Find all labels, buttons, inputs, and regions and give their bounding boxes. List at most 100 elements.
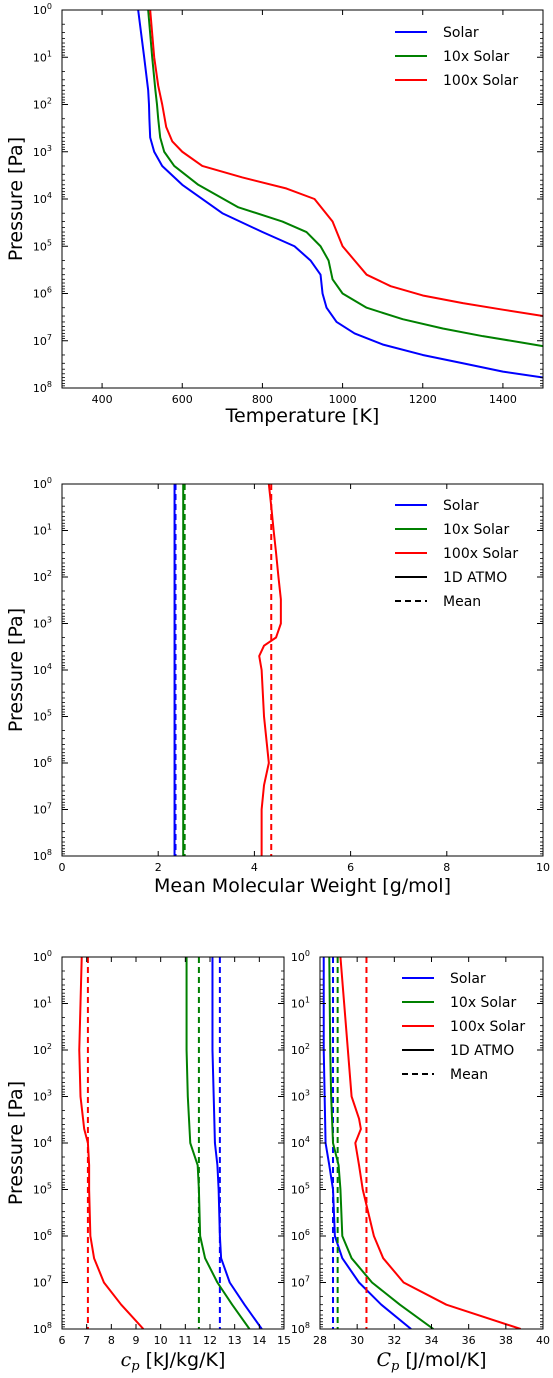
x-tick-label: 8	[443, 861, 450, 874]
x-tick-label: 7	[83, 1334, 90, 1347]
y-tick-label: 100	[33, 949, 52, 964]
legend-label-mean: Mean	[450, 1067, 488, 1083]
y-tick-label: 102	[33, 97, 52, 112]
y-tick-label: 100	[33, 2, 52, 17]
y-tick-label: 102	[33, 569, 52, 584]
y-tick-label: 105	[33, 1182, 52, 1197]
legend: Solar 10x Solar 100x Solar 1D ATMO Mean	[402, 971, 525, 1083]
x-tick-label: 9	[133, 1334, 140, 1347]
x-tick-label: 11	[178, 1334, 192, 1347]
x-tick-label: 12	[203, 1334, 217, 1347]
y-tick-label: 101	[33, 523, 52, 538]
x-tick-label: 13	[228, 1334, 242, 1347]
y-tick-label: 106	[33, 755, 52, 770]
y-tick-label: 102	[33, 1042, 52, 1057]
x-tick-label: 2	[155, 861, 162, 874]
x-tick-label: 1200	[409, 393, 437, 406]
plot-frame	[61, 483, 544, 857]
legend: Solar 10x Solar 100x Solar	[395, 25, 518, 89]
y-tick-label: 107	[33, 1275, 52, 1290]
y-tick-label: 103	[291, 1089, 310, 1104]
x-tick-label: 34	[425, 1334, 439, 1347]
x-axis-label: Temperature [K]	[225, 405, 380, 427]
series-line-solar-solid	[211, 957, 263, 1329]
x-tick-label: 38	[499, 1334, 513, 1347]
series-line-10x-solar-solid	[328, 957, 434, 1329]
legend-label-1d-atmo: 1D ATMO	[443, 570, 507, 586]
legend-label-10x-solar: 10x Solar	[443, 522, 509, 538]
y-axis-label: Pressure [Pa]	[5, 1081, 27, 1205]
series-line-100x-solar-solid	[258, 484, 282, 856]
legend-label-10x-solar: 10x Solar	[443, 49, 509, 65]
legend: Solar 10x Solar 100x Solar 1D ATMO Mean	[395, 498, 518, 610]
x-tick-label: 40	[536, 1334, 550, 1347]
y-tick-label: 108	[33, 380, 52, 395]
series-group	[322, 957, 522, 1329]
y-tick-label: 106	[291, 1228, 310, 1243]
x-tick-label: 6	[347, 861, 354, 874]
series-group	[78, 957, 263, 1329]
series-group	[173, 484, 282, 856]
y-axis-label: Pressure [Pa]	[5, 137, 27, 261]
y-axis-label: Pressure [Pa]	[5, 608, 27, 732]
series-line-100x-solar-solid	[339, 957, 522, 1329]
y-tick-label: 104	[33, 191, 52, 206]
y-tick-label: 101	[33, 996, 52, 1011]
series-group	[137, 10, 543, 379]
legend-label-solar: Solar	[443, 498, 479, 514]
series-line-solar-solid	[137, 10, 543, 379]
y-tick-label: 102	[291, 1042, 310, 1057]
x-tick-label: 28	[313, 1334, 327, 1347]
chart-panel-4: 28 30 32 34 36 38 40 100 101 102 103 104 105 106 107 10…	[291, 949, 550, 1374]
x-tick-label: 10	[154, 1334, 168, 1347]
y-tick-label: 107	[291, 1275, 310, 1290]
x-tick-label: 800	[252, 393, 273, 406]
x-tick-label: 600	[172, 393, 193, 406]
x-tick-label: 10	[536, 861, 550, 874]
y-tick-label: 108	[33, 848, 52, 863]
y-tick-label: 107	[33, 333, 52, 348]
y-tick-label: 100	[291, 949, 310, 964]
x-tick-label: 6	[59, 1334, 66, 1347]
x-tick-label: 36	[462, 1334, 476, 1347]
y-tick-label: 104	[33, 662, 52, 677]
y-tick-label: 106	[33, 286, 52, 301]
x-tick-label: 8	[108, 1334, 115, 1347]
y-tick-label: 100	[33, 476, 52, 491]
y-tick-label: 104	[33, 1135, 52, 1150]
chart-panel-1: 400 600 800 1000 1200 1400 100 101 102 103 104 105 1…	[5, 2, 544, 427]
y-tick-label: 108	[33, 1321, 52, 1336]
x-tick-label: 30	[350, 1334, 364, 1347]
series-line-10x-solar-solid	[185, 957, 251, 1329]
series-line-100x-solar-solid	[149, 10, 543, 318]
legend-label-solar: Solar	[443, 25, 479, 41]
y-tick-label: 104	[291, 1135, 310, 1150]
y-tick-label: 105	[33, 238, 52, 253]
legend-label-10x-solar: 10x Solar	[450, 995, 516, 1011]
legend-label-100x-solar: 100x Solar	[450, 1019, 525, 1035]
series-line-10x-solar-solid	[147, 10, 543, 348]
y-tick-label: 108	[291, 1321, 310, 1336]
plot-frame	[61, 956, 285, 1330]
y-tick-label: 103	[33, 616, 52, 631]
y-tick-label: 101	[291, 996, 310, 1011]
y-tick-label: 107	[33, 802, 52, 817]
x-tick-label: 400	[92, 393, 113, 406]
series-line-100x-solar-solid	[78, 957, 145, 1329]
y-tick-label: 106	[33, 1228, 52, 1243]
y-tick-label: 103	[33, 144, 52, 159]
x-tick-label: 1400	[489, 393, 517, 406]
y-tick-label: 105	[291, 1182, 310, 1197]
x-axis-label: cp [kJ/kg/K]	[121, 1349, 226, 1374]
x-tick-label: 0	[59, 861, 66, 874]
legend-label-mean: Mean	[443, 594, 481, 610]
x-tick-label: 32	[387, 1334, 401, 1347]
x-tick-label: 4	[251, 861, 258, 874]
legend-label-1d-atmo: 1D ATMO	[450, 1043, 514, 1059]
chart-panel-3: 6 7 8 9 10 11 12 13 14 15 100 101 102 103 104 105 106 107…	[5, 949, 291, 1374]
y-tick-label: 101	[33, 49, 52, 64]
y-tick-label: 103	[33, 1089, 52, 1104]
chart-panel-2: 0 2 4 6 8 10 100 101 102 103 104 105 106 107 108 Mean M…	[5, 476, 550, 897]
x-axis-label: Mean Molecular Weight [g/mol]	[154, 875, 451, 897]
